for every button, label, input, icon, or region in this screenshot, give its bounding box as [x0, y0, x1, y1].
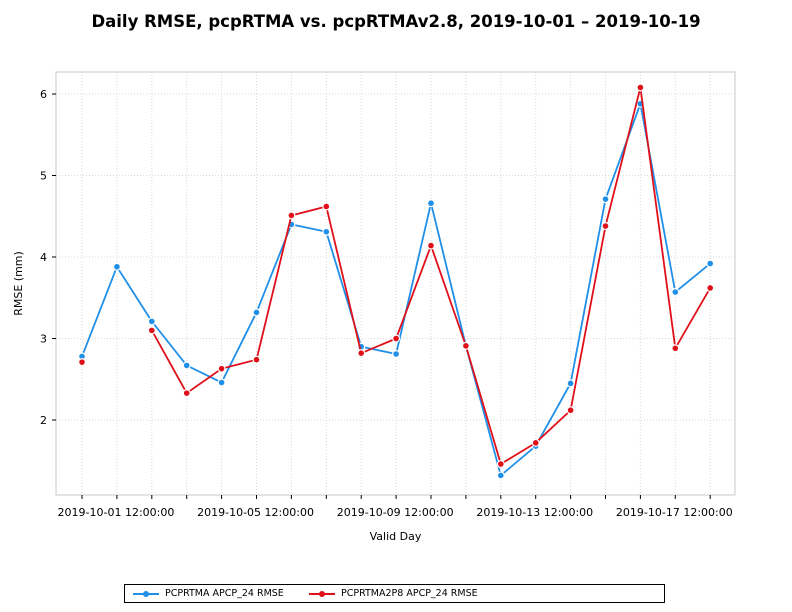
series-2-point: [392, 334, 401, 343]
series-2-point: [496, 460, 505, 469]
y-tick-label: 2: [40, 414, 47, 427]
series-2-point: [601, 222, 610, 231]
series-2-point: [77, 358, 86, 367]
series-1-point: [147, 317, 156, 326]
x-tick-label: 2019-10-13 12:00:00: [476, 506, 593, 519]
x-tick-label: 2019-10-01 12:00:00: [58, 506, 175, 519]
plot-frame: [55, 71, 736, 496]
series-1-point: [182, 361, 191, 370]
series-2-point: [636, 83, 645, 92]
series-lines: [77, 83, 715, 480]
legend-swatch-series-1: [133, 589, 159, 599]
y-tick-label: 5: [40, 170, 47, 183]
legend-label-series-1: PCPRTMA APCP_24 RMSE: [165, 588, 284, 599]
series-2-point: [147, 326, 156, 335]
series-1-point: [252, 308, 261, 317]
series-2-point: [287, 211, 296, 220]
series-2-point: [461, 341, 470, 350]
series-2-point: [217, 364, 226, 373]
series-2-point: [322, 202, 331, 211]
x-tick-label: 2019-10-05 12:00:00: [197, 506, 314, 519]
series-1-point: [217, 378, 226, 387]
legend-label-series-2: PCPRTMA2P8 APCP_24 RMSE: [341, 588, 478, 599]
series-2-point: [427, 241, 436, 250]
series-1-point: [566, 379, 575, 388]
y-tick-label: 4: [40, 251, 47, 264]
y-tick-label: 6: [40, 88, 47, 101]
legend: PCPRTMA APCP_24 RMSE PCPRTMA2P8 APCP_24 …: [124, 584, 665, 603]
series-2-point: [671, 344, 680, 353]
series-2-point: [357, 349, 366, 358]
chart-title: Daily RMSE, pcpRTMA vs. pcpRTMAv2.8, 201…: [91, 12, 701, 31]
y-axis-label: RMSE (mm): [12, 251, 25, 316]
series-1-point: [322, 227, 331, 236]
series-2-point: [566, 406, 575, 415]
series-2-point: [182, 389, 191, 398]
legend-item-series-1: PCPRTMA APCP_24 RMSE: [133, 588, 284, 599]
series-1-point: [496, 471, 505, 480]
series-1-point: [706, 259, 715, 268]
series-2-line: [151, 87, 711, 466]
x-tick-label: 2019-10-09 12:00:00: [337, 506, 454, 519]
series-1: [77, 99, 715, 480]
series-2: [77, 83, 715, 469]
axes: 2019-10-01 12:00:00 2019-10-05 12:00:00 20…: [40, 88, 733, 519]
series-1-point: [671, 288, 680, 297]
series-1-point: [392, 350, 401, 359]
series-1-point: [601, 195, 610, 204]
series-1-point: [427, 199, 436, 208]
series-1-point: [112, 262, 121, 271]
y-tick-label: 3: [40, 333, 47, 346]
series-2-point: [531, 438, 540, 447]
x-axis-label: Valid Day: [370, 530, 422, 543]
series-2-point: [252, 355, 261, 364]
x-tick-label: 2019-10-17 12:00:00: [616, 506, 733, 519]
series-2-point: [706, 283, 715, 292]
grid-lines: [56, 72, 735, 495]
legend-swatch-series-2: [309, 589, 335, 599]
legend-item-series-2: PCPRTMA2P8 APCP_24 RMSE: [309, 588, 478, 599]
